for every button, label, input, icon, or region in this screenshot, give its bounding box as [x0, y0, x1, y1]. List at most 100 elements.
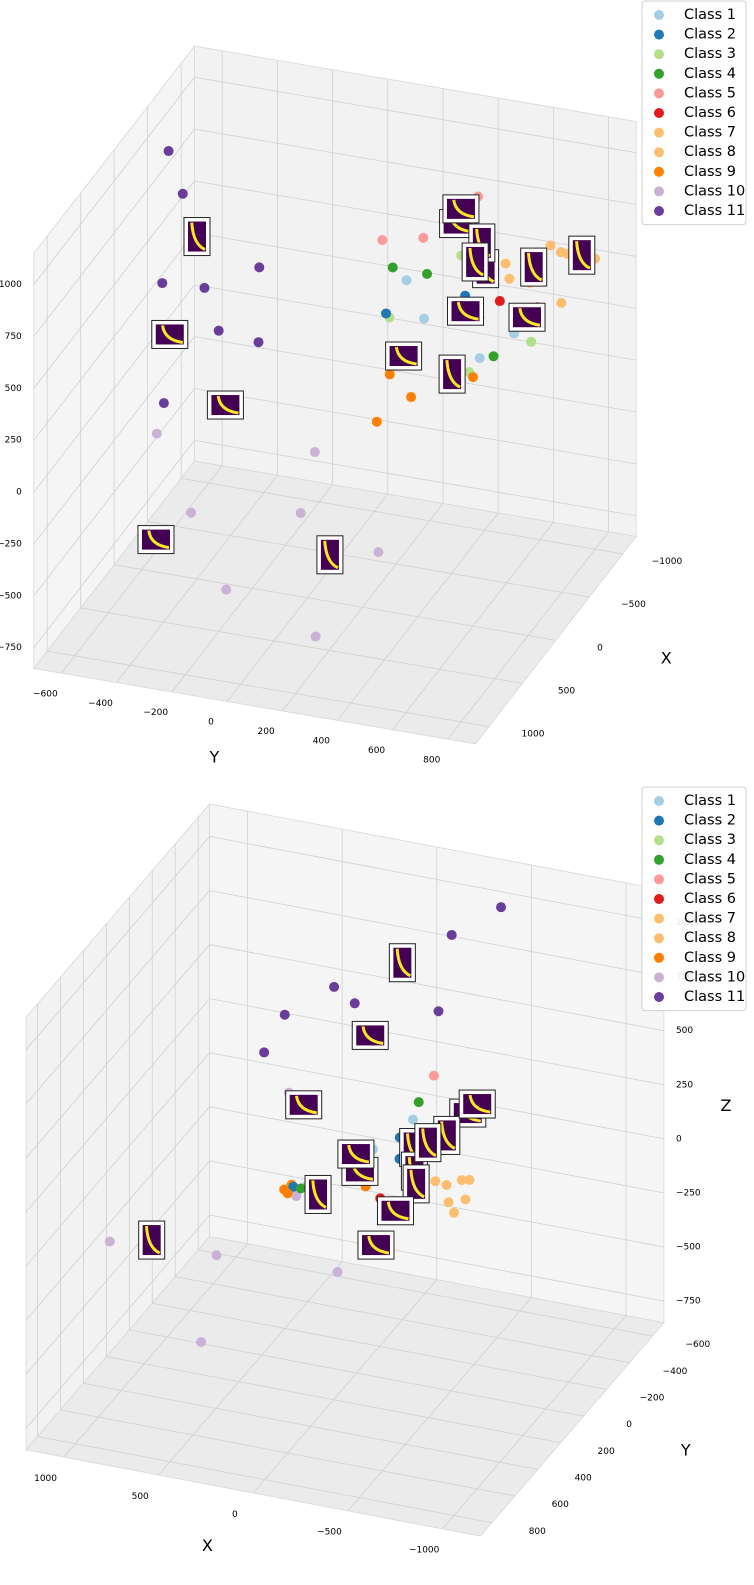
legend-marker [654, 972, 664, 982]
legend-label: Class 3 [684, 832, 736, 848]
axis-label: X [202, 1536, 213, 1555]
legend-label: Class 11 [684, 203, 745, 219]
legend-marker [654, 816, 664, 826]
tick-label: −250 [0, 539, 22, 549]
data-point [556, 298, 566, 308]
legend-marker [654, 167, 664, 177]
data-point [501, 258, 511, 268]
data-point [372, 417, 382, 427]
tick-label: −750 [0, 643, 22, 653]
thumbnail [443, 195, 479, 223]
data-point [311, 632, 321, 642]
legend-marker [654, 206, 664, 216]
tick-label: −1000 [409, 1546, 440, 1556]
legend-label: Class 10 [684, 969, 745, 985]
data-point [449, 1208, 459, 1218]
tick-label: −400 [88, 699, 113, 709]
data-point [186, 508, 196, 518]
tick-label: −500 [676, 1243, 701, 1253]
tick-label: 250 [676, 1080, 693, 1090]
data-point [329, 982, 339, 992]
tick-label: −600 [686, 1340, 711, 1350]
tick-label: 600 [552, 1500, 569, 1510]
data-point [489, 351, 499, 361]
legend-marker [654, 88, 664, 98]
tick-label: 250 [5, 436, 22, 446]
thumbnail [415, 1124, 441, 1162]
tick-label: 1000 [34, 1474, 57, 1484]
data-point [388, 262, 398, 272]
axis-label: Y [209, 748, 220, 767]
thumbnail [184, 218, 210, 256]
tick-label: −750 [676, 1297, 701, 1307]
tick-label: −500 [621, 600, 646, 610]
data-point [422, 269, 432, 279]
data-point [468, 372, 478, 382]
legend-label: Class 8 [684, 930, 736, 946]
legend-marker [654, 49, 664, 59]
data-point [350, 998, 360, 1008]
legend-marker [654, 992, 664, 1002]
legend-label: Class 1 [684, 7, 736, 23]
tick-label: 500 [5, 384, 22, 394]
legend-label: Class 8 [684, 144, 736, 160]
legend-marker [654, 855, 664, 865]
legend-label: Class 7 [684, 911, 736, 927]
data-point [381, 308, 391, 318]
data-point [214, 326, 224, 336]
tick-label: 200 [258, 727, 275, 737]
legend-marker [654, 186, 664, 196]
data-point [495, 296, 505, 306]
legend-marker [654, 128, 664, 138]
data-point [164, 146, 174, 156]
data-point [408, 1115, 418, 1125]
legend-label: Class 10 [684, 183, 745, 199]
tick-label: −500 [317, 1528, 342, 1538]
thumbnail [286, 1091, 322, 1119]
thumbnail [338, 1140, 374, 1168]
tick-label: 200 [598, 1447, 615, 1457]
data-point [254, 262, 264, 272]
tick-label: 600 [368, 746, 385, 756]
legend-label: Class 9 [684, 164, 736, 180]
data-point [444, 1197, 454, 1207]
legend-marker [654, 835, 664, 845]
data-point [418, 233, 428, 243]
data-point [460, 1194, 470, 1204]
tick-label: −1000 [652, 557, 683, 567]
tick-label: 0 [597, 643, 603, 653]
thumbnail [569, 236, 595, 274]
data-point [504, 274, 514, 284]
thumbnail [439, 355, 465, 393]
legend-marker [654, 933, 664, 943]
data-point [377, 235, 387, 245]
data-point [429, 1071, 439, 1081]
data-point [419, 314, 429, 324]
tick-label: 500 [132, 1492, 149, 1502]
data-point [221, 585, 231, 595]
thumbnail [138, 526, 174, 554]
data-point [310, 447, 320, 457]
tick-label: 0 [676, 1134, 682, 1144]
tick-label: 500 [676, 1026, 693, 1036]
legend-marker [654, 914, 664, 924]
thumbnail [386, 342, 422, 370]
tick-label: −400 [663, 1367, 688, 1377]
legend-label: Class 4 [684, 852, 736, 868]
tick-label: −250 [676, 1188, 701, 1198]
data-point [430, 1176, 440, 1186]
tick-label: −200 [143, 708, 168, 718]
data-point [178, 189, 188, 199]
legend-label: Class 6 [684, 105, 736, 121]
legend-label: Class 7 [684, 125, 736, 141]
pane [195, 46, 637, 536]
thumbnail [521, 248, 547, 286]
tick-label: 800 [529, 1527, 546, 1537]
thumbnail [139, 1221, 165, 1259]
data-point [280, 1010, 290, 1020]
data-point [373, 547, 383, 557]
tick-label: 1000 [0, 280, 22, 290]
axis-label: X [661, 649, 672, 668]
tick-label: 400 [575, 1474, 592, 1484]
thumbnail [509, 303, 545, 331]
